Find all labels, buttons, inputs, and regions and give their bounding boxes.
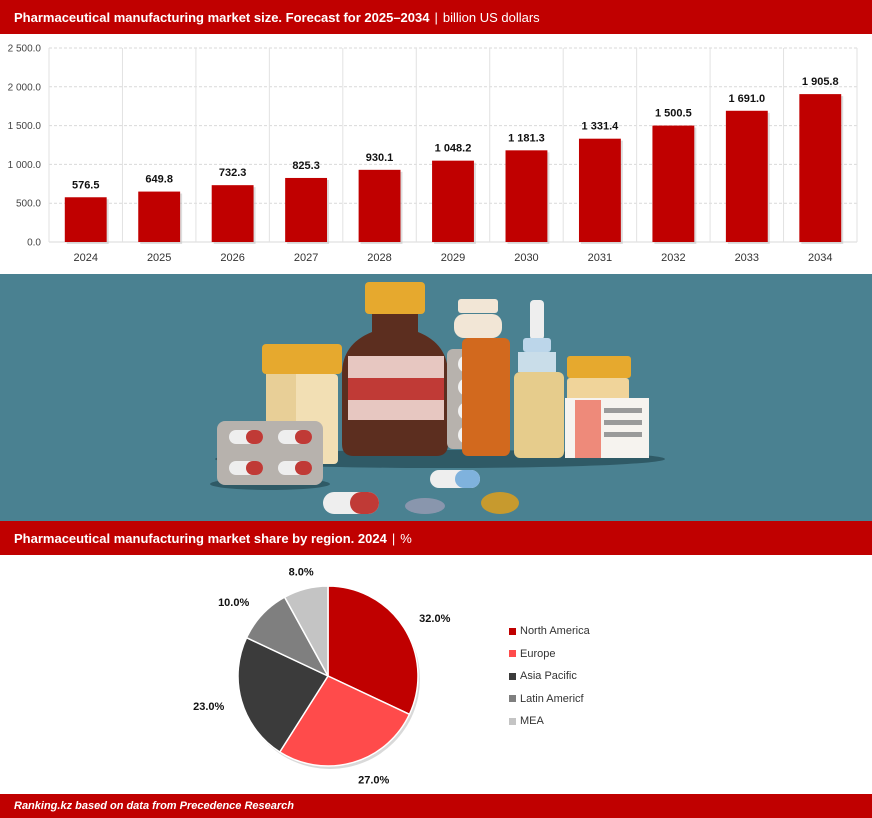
x-tick-label: 2028 [367, 252, 391, 264]
bar-value-label: 1 331.4 [582, 121, 620, 133]
legend-swatch [509, 717, 516, 725]
title-separator: | [391, 530, 396, 546]
bar-value-label: 1 905.8 [802, 76, 839, 88]
x-tick-label: 2027 [294, 252, 318, 264]
y-tick-label: 2 000.0 [8, 82, 42, 93]
pie-chart-unit: % [400, 530, 412, 546]
x-tick-label: 2033 [735, 252, 759, 264]
bar [799, 94, 842, 242]
x-tick-label: 2030 [514, 252, 538, 264]
bar [652, 125, 695, 242]
legend-label: Europe [520, 647, 556, 660]
legend-item: North America [509, 620, 590, 643]
legend-label: Asia Pacific [520, 670, 577, 683]
pie-slice [278, 675, 411, 767]
bar-chart-unit: billion US dollars [442, 9, 540, 25]
bar [64, 197, 107, 242]
x-tick-label: 2026 [220, 252, 244, 264]
pie-value-label: 10.0% [218, 597, 249, 609]
medicine-illustration [0, 274, 872, 521]
bar-value-label: 1 181.3 [508, 132, 545, 144]
pie-chart-header: Pharmaceutical manufacturing market shar… [0, 521, 872, 555]
bar-value-label: 930.1 [366, 152, 394, 164]
bar-value-label: 1 691.0 [728, 93, 765, 105]
legend-label: MEA [520, 715, 544, 728]
bar [285, 177, 328, 242]
medicine-bottles-icon [210, 282, 665, 514]
y-tick-label: 500.0 [16, 199, 41, 210]
legend-item: Asia Pacific [509, 665, 590, 688]
bar-value-label: 732.3 [219, 167, 247, 179]
legend-item: MEA [509, 710, 590, 733]
bar [578, 138, 621, 242]
x-tick-label: 2029 [441, 252, 465, 264]
bar-value-label: 576.5 [72, 179, 100, 191]
pie-chart: 32.0% 27.0% 23.0% 10.0% 8.0% [193, 566, 451, 787]
bar [211, 185, 254, 242]
y-tick-label: 2 500.0 [8, 44, 42, 55]
bar [138, 191, 181, 242]
bar [505, 150, 548, 242]
pie-legend: North America Europe Asia Pacific Latin Ame… [509, 620, 590, 733]
y-tick-label: 0.0 [27, 238, 41, 249]
legend-item: Europe [509, 643, 590, 666]
bar-chart-title: Pharmaceutical manufacturing market size… [14, 9, 430, 25]
y-tick-label: 1 500.0 [8, 121, 42, 132]
bar-value-label: 825.3 [292, 160, 320, 172]
bar [432, 160, 474, 242]
legend-swatch [509, 627, 516, 635]
pie-value-label: 32.0% [419, 613, 450, 625]
bar-value-label: 1 500.5 [655, 108, 692, 120]
legend-swatch [509, 695, 516, 703]
pie-value-label: 8.0% [289, 566, 314, 578]
bar [725, 110, 768, 242]
pie-value-label: 23.0% [193, 701, 224, 713]
pie-slice [327, 585, 419, 716]
pie-chart-title: Pharmaceutical manufacturing market shar… [14, 530, 387, 546]
pie-slice [237, 636, 330, 754]
x-tick-label: 2025 [147, 252, 171, 264]
title-separator: | [434, 9, 438, 25]
x-tick-label: 2032 [661, 252, 685, 264]
bar-value-label: 1 048.2 [435, 143, 472, 155]
footer: Ranking.kz based on data from Precedence… [0, 794, 872, 818]
bar [358, 169, 401, 242]
bar-value-label: 649.8 [145, 174, 173, 186]
bar-chart: 0.0 500.0 1 000.0 1 500.0 2 000.0 2 500.0 576.… [8, 44, 858, 264]
source-note: Ranking.kz based on data from Precedence… [14, 800, 294, 812]
y-tick-label: 1 000.0 [8, 160, 42, 171]
x-tick-label: 2034 [808, 252, 832, 264]
legend-item: Latin Americf [509, 688, 590, 711]
legend-swatch [509, 650, 516, 658]
legend-swatch [509, 672, 516, 680]
bar-chart-header: Pharmaceutical manufacturing market size… [0, 0, 872, 34]
x-tick-label: 2024 [73, 252, 97, 264]
pie-slice [283, 585, 329, 677]
pie-value-label: 27.0% [358, 775, 389, 787]
x-tick-label: 2031 [588, 252, 612, 264]
legend-label: Latin Americf [520, 692, 584, 705]
legend-label: North America [520, 625, 590, 638]
